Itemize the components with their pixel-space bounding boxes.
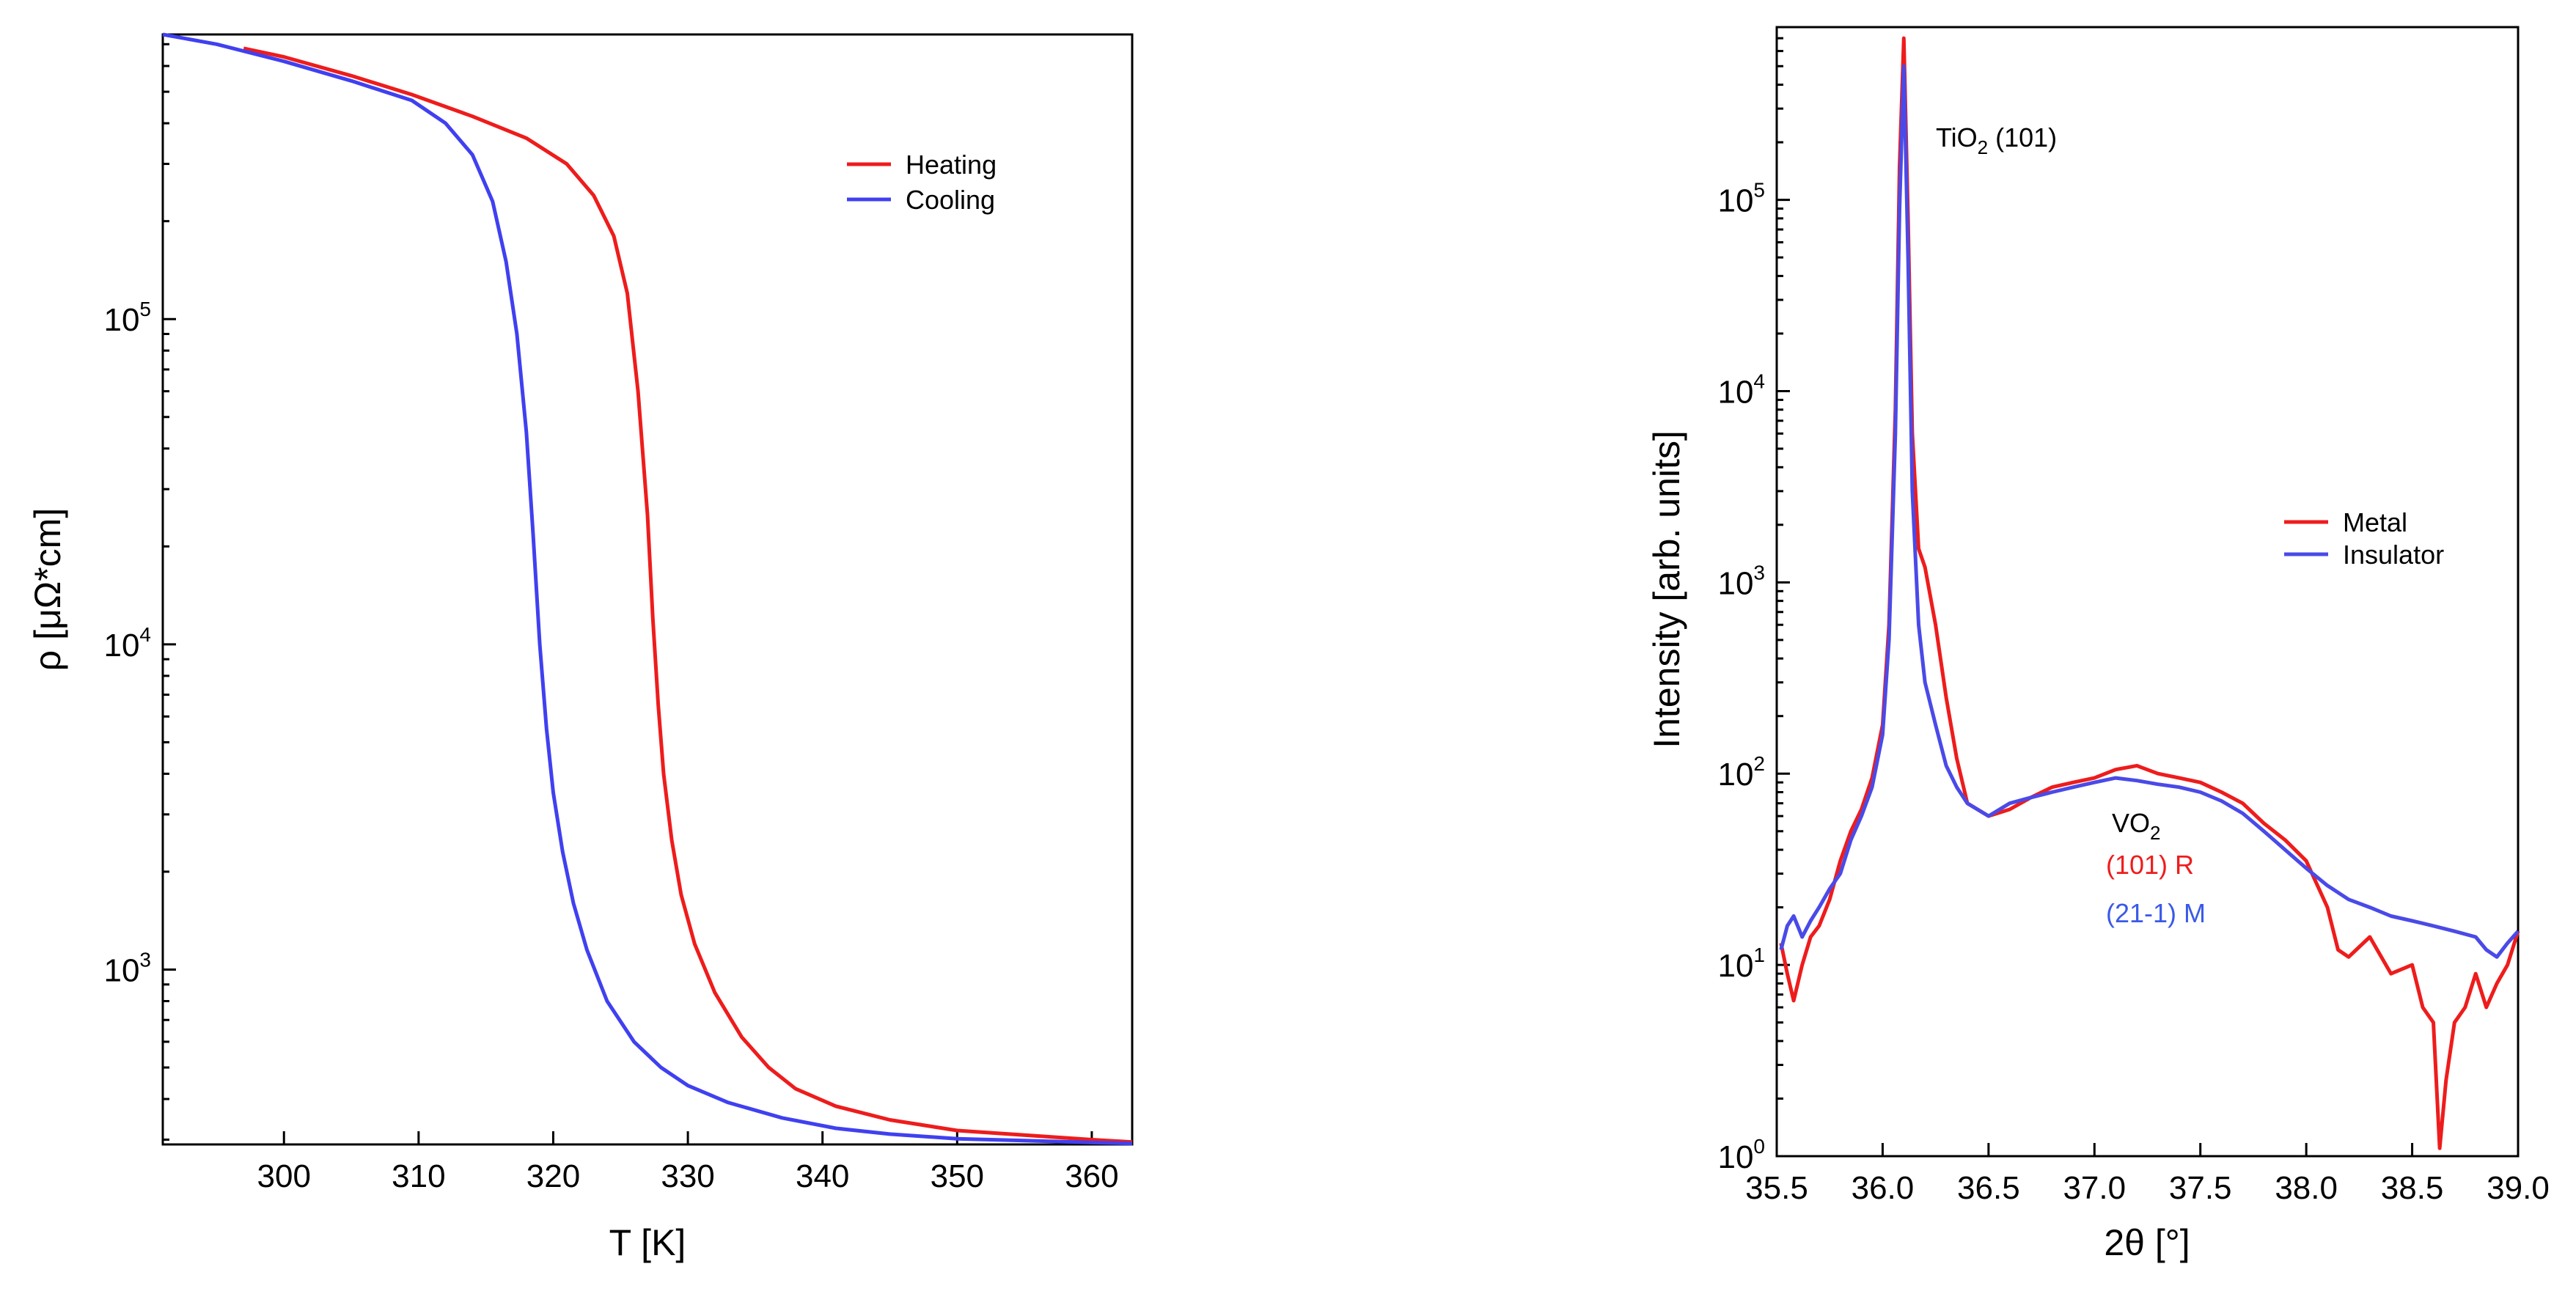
y-tick-label: 100: [1717, 1135, 1765, 1175]
y-tick-label: 104: [1717, 370, 1765, 410]
xrd-panel: 35.5 36.0 36.5 37.0 37.5 38.0 38.5 39.0 100 101 10…: [1646, 26, 2550, 1263]
tio2-peak-annotation: TiO2 (101): [1936, 122, 2057, 158]
x-tick-label: 330: [661, 1158, 714, 1194]
xrd-x-axis-label: 2θ [°]: [2104, 1222, 2190, 1263]
y-tick-label: 103: [103, 948, 151, 988]
series-line-metal: [1779, 36, 2520, 1150]
resistivity-plot-frame: [161, 33, 1134, 1146]
x-tick-label: 38.0: [2275, 1170, 2338, 1206]
resistivity-panel: 300 310 320 330 340 350 360 103 104 105 T [K] ρ […: [27, 32, 1134, 1263]
x-tick-label: 350: [931, 1158, 984, 1194]
xrd-y-axis-label: Intensity [arb. units]: [1646, 430, 1687, 749]
y-tick-label: 105: [103, 298, 151, 338]
x-tick-label: 310: [392, 1158, 445, 1194]
resistivity-series: [162, 32, 1133, 1146]
x-tick-label: 35.5: [1745, 1170, 1808, 1206]
x-tick-label: 340: [796, 1158, 849, 1194]
resistivity-legend: Heating Cooling: [847, 150, 997, 215]
x-tick-label: 300: [257, 1158, 311, 1194]
y-tick-label: 101: [1717, 944, 1765, 984]
y-tick-label: 102: [1717, 752, 1765, 793]
legend-heating-label: Heating: [906, 150, 997, 180]
x-tick-label: 37.0: [2063, 1170, 2126, 1206]
x-tick-label: 39.0: [2487, 1170, 2550, 1206]
resistivity-axes-ticks: 300 310 320 330 340 350 360 103 104 105: [103, 43, 1119, 1194]
insulator-phase-annotation: (21-1) M: [2106, 898, 2206, 928]
series-line-cooling: [162, 32, 1133, 1146]
y-tick-label: 103: [1717, 561, 1765, 601]
x-tick-label: 38.5: [2381, 1170, 2444, 1206]
y-tick-label: 105: [1717, 179, 1765, 219]
legend-metal-label: Metal: [2343, 507, 2407, 537]
x-tick-label: 36.0: [1852, 1170, 1915, 1206]
metal-phase-annotation: (101) R: [2106, 850, 2194, 880]
x-tick-label: 320: [526, 1158, 580, 1194]
legend-cooling-label: Cooling: [906, 185, 995, 215]
xrd-axes-ticks: 35.5 36.0 36.5 37.0 37.5 38.0 38.5 39.0 100 101 10…: [1717, 26, 2550, 1206]
x-tick-label: 37.5: [2169, 1170, 2232, 1206]
series-line-insulator: [1779, 64, 2520, 959]
x-tick-label: 360: [1065, 1158, 1118, 1194]
vo2-annotation: VO2: [2112, 808, 2160, 844]
xrd-legend: Metal Insulator: [2284, 507, 2444, 570]
xrd-plot-frame: [1775, 26, 2520, 1158]
y-tick-label: 104: [103, 623, 151, 663]
legend-insulator-label: Insulator: [2343, 540, 2444, 570]
resistivity-y-axis-label: ρ [μΩ*cm]: [27, 508, 68, 671]
resistivity-x-axis-label: T [K]: [609, 1222, 686, 1263]
xrd-series: [1779, 36, 2520, 1150]
series-line-heating: [243, 46, 1133, 1144]
x-tick-label: 36.5: [1957, 1170, 2020, 1206]
